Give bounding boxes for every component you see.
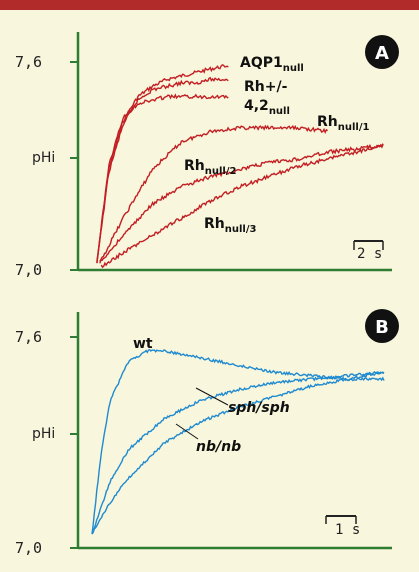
series-line-nb-nb bbox=[91, 371, 385, 535]
panel-a: 7,6 7,0 pHi AQP1null Rh+/- 4,2null Rhnul… bbox=[0, 10, 419, 292]
y-tick-label-top: 7,6 bbox=[15, 53, 42, 71]
y-tick-label-top: 7,6 bbox=[15, 328, 42, 346]
leader-line-sph bbox=[195, 387, 229, 406]
label-rhnull3: Rhnull/3 bbox=[204, 216, 256, 235]
label-wt: wt bbox=[133, 336, 153, 352]
series-line-sph-sph bbox=[91, 371, 385, 534]
series-line-rhnull-2 bbox=[99, 143, 384, 264]
label-aqp1null: AQP1null bbox=[240, 55, 304, 74]
panel-a-series bbox=[96, 64, 384, 269]
label-rh-het: Rh+/- bbox=[244, 79, 288, 95]
label-rhnull2: Rhnull/2 bbox=[184, 158, 236, 177]
y-axis-label: pHi bbox=[32, 150, 55, 166]
label-42null: 4,2null bbox=[244, 98, 290, 117]
label-nb: nb/nb bbox=[196, 439, 241, 455]
panel-b-badge-letter: B bbox=[375, 317, 389, 338]
series-line-rhnull-3 bbox=[100, 143, 384, 269]
panel-a-badge bbox=[365, 35, 399, 69]
panel-a-chart: 7,6 7,0 pHi AQP1null Rh+/- 4,2null Rhnul… bbox=[15, 32, 399, 279]
scale-bar-label: 1 s bbox=[335, 522, 360, 538]
top-color-bar bbox=[0, 0, 419, 10]
label-rhnull1: Rhnull/1 bbox=[317, 114, 369, 133]
y-tick-label-bottom: 7,0 bbox=[15, 261, 42, 279]
series-line-aqp1null bbox=[96, 64, 229, 264]
panel-b-chart: 7,6 7,0 pHi wt sph/sph nb/nb B 1 s bbox=[15, 309, 399, 557]
y-tick-label-bottom: 7,0 bbox=[15, 539, 42, 557]
panel-a-badge-letter: A bbox=[375, 43, 389, 64]
label-sph: sph/sph bbox=[228, 400, 290, 416]
scale-bar-label: 2 s bbox=[357, 246, 382, 262]
leader-line-nb bbox=[175, 423, 199, 440]
series-line-rh- bbox=[96, 76, 229, 262]
panel-b-badge bbox=[365, 309, 399, 343]
series-line-4-2null bbox=[96, 93, 229, 264]
series-line-wt bbox=[91, 349, 385, 535]
panel-b: 7,6 7,0 pHi wt sph/sph nb/nb B 1 s bbox=[0, 292, 419, 572]
y-axis-label: pHi bbox=[32, 426, 55, 442]
panel-b-series bbox=[91, 349, 385, 535]
series-line-rhnull-1 bbox=[99, 124, 329, 262]
